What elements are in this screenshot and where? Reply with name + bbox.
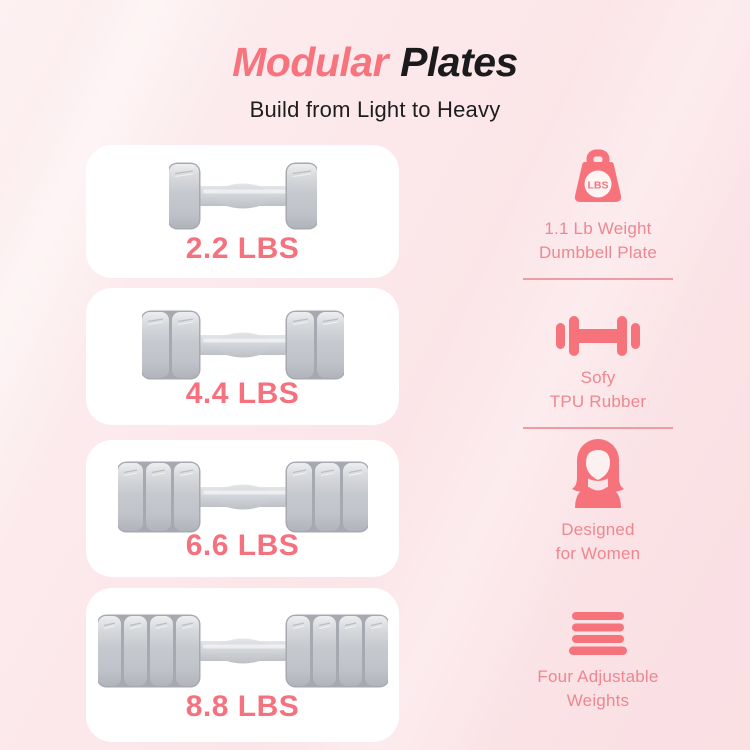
- dumbbell-image-4-plates: [96, 612, 389, 695]
- weight-card-6-6-lbs: 6.6 LBS: [86, 440, 399, 577]
- page-title-accent: Modular: [232, 39, 389, 85]
- dumbbell-image-1-plate: [167, 157, 318, 240]
- feature-caption: Four Adjustable Weights: [537, 666, 659, 711]
- feature-designed-for-women: Designed for Women: [523, 438, 673, 579]
- divider: [523, 278, 673, 280]
- weight-card-4-4-lbs: 4.4 LBS: [86, 288, 399, 425]
- weight-label: 4.4 LBS: [185, 377, 300, 410]
- stacked-weights-icon: [569, 611, 627, 655]
- dumbbell-image-2-plates: [140, 306, 345, 389]
- weight-label: 6.6 LBS: [185, 529, 300, 562]
- weight-cards-column: 2.2 LBS 4.4 LBS 6.6 LBS: [86, 145, 399, 742]
- header: Modular Plates Build from Light to Heavy: [0, 39, 750, 123]
- lbs-icon-text: LBS: [588, 179, 609, 191]
- dumbbell-icon: [556, 315, 640, 356]
- feature-weight-plate: LBS 1.1 Lb Weight Dumbbell Plate: [523, 146, 673, 280]
- woman-icon: [567, 438, 629, 508]
- page-subtitle: Build from Light to Heavy: [249, 97, 501, 123]
- feature-caption: Sofy TPU Rubber: [549, 367, 647, 412]
- feature-caption: Designed for Women: [555, 519, 641, 564]
- divider: [523, 427, 673, 429]
- weight-card-2-2-lbs: 2.2 LBS: [86, 145, 399, 278]
- dumbbell-image-3-plates: [116, 458, 369, 541]
- weight-label: 2.2 LBS: [185, 232, 300, 265]
- weight-lbs-icon: LBS: [568, 149, 628, 207]
- page-title-rest: Plates: [400, 39, 518, 85]
- weight-card-8-8-lbs: 8.8 LBS: [86, 588, 399, 742]
- feature-adjustable-weights: Four Adjustable Weights: [523, 598, 673, 714]
- feature-tpu-rubber: Sofy TPU Rubber: [523, 295, 673, 429]
- page-title: Modular Plates: [0, 39, 750, 85]
- weight-label: 8.8 LBS: [185, 690, 300, 723]
- feature-caption: 1.1 Lb Weight Dumbbell Plate: [538, 218, 658, 263]
